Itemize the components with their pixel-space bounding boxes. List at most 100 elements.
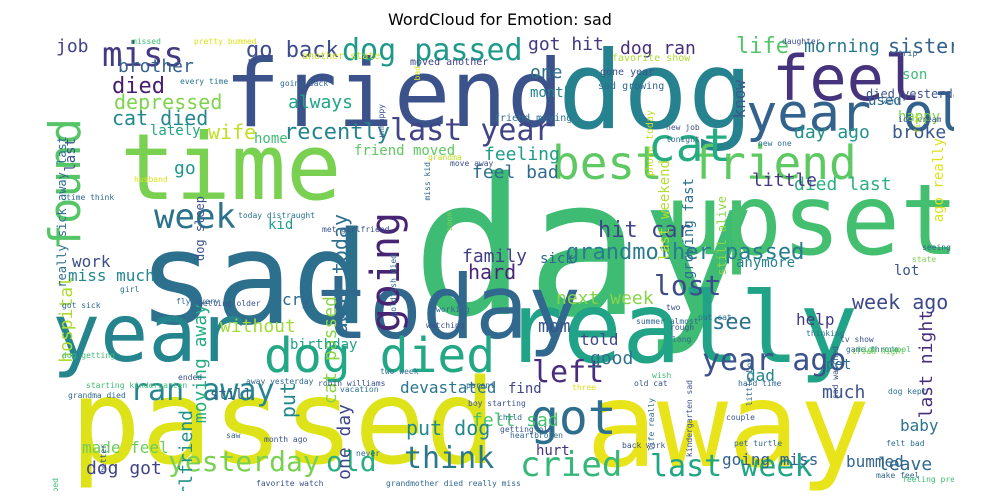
word-cat: cat	[648, 118, 732, 172]
word-feel-bad: feel bad	[472, 162, 559, 183]
word-go: go	[174, 158, 196, 179]
word-job: job	[56, 36, 89, 57]
word-dog-got: dog got	[86, 458, 162, 479]
word-miss: miss	[102, 36, 184, 75]
word-pet: pet	[826, 357, 852, 373]
word-hard-time: hard time	[738, 379, 782, 388]
word-day-ago: day ago	[794, 122, 870, 143]
word-got-sick: got sick	[62, 301, 101, 310]
word-ice-cream: ice cream	[898, 115, 942, 124]
word-feeling: feeling	[484, 144, 560, 165]
word-girl: girl	[120, 285, 140, 294]
word-away: away	[586, 356, 871, 491]
word-home: home	[254, 131, 288, 147]
word-put: put	[276, 382, 300, 419]
word-parent: parent	[466, 381, 495, 390]
word-back-work: back work	[622, 441, 666, 450]
word-grandma: grandma	[428, 153, 462, 162]
word-really-sick-away-last: really sick away last	[55, 136, 69, 288]
word-miss-kid: miss kid	[423, 162, 432, 201]
word-state: state	[912, 255, 937, 264]
word-last-night: last night	[916, 310, 937, 419]
word-new-job: new job	[666, 123, 700, 132]
word-ran-away: ran away	[130, 373, 275, 408]
word-ended: ended	[178, 373, 203, 382]
word-cried: cried	[520, 445, 623, 485]
word-one-day: one day	[334, 404, 355, 480]
word-favorite-show: favorite show	[612, 53, 691, 64]
word-feeling-pretty: feeling pretty	[902, 475, 954, 484]
word-getting-old: getting old	[500, 425, 553, 434]
word-month: month	[530, 85, 573, 101]
word-sad: sad	[138, 205, 370, 354]
word-know: know	[730, 80, 749, 119]
word-little: little	[752, 170, 818, 191]
word-cloud: day passed away sad dog friend time upset really…	[46, 36, 954, 491]
word-make-feel: make feel	[876, 471, 920, 480]
word-dog-died: dog died	[264, 328, 496, 384]
word-hurt: hurt	[536, 443, 570, 459]
word-going-back: going back	[280, 79, 329, 88]
word-last-year: last year	[390, 113, 553, 148]
word-year-ago: year ago	[702, 343, 847, 378]
word-cat-died: cat died	[112, 106, 209, 130]
word-left: left	[532, 355, 605, 390]
word-working: working	[436, 305, 470, 314]
word-watching: watching	[426, 321, 465, 330]
word-game-throne: game throne	[846, 345, 899, 354]
word-died-last: died last	[794, 174, 892, 195]
word-birthday: birthday	[290, 337, 358, 353]
word-wife: wife	[208, 120, 257, 144]
word-thinking: thinking	[806, 329, 845, 338]
word-yesterday: yesterday	[168, 445, 320, 478]
word-girlfriend: girlfriend	[176, 410, 197, 491]
word-year: year	[52, 287, 245, 380]
word-died: died	[112, 74, 165, 99]
word-went: went	[882, 97, 902, 106]
word-cry: cry	[282, 290, 311, 309]
word-soon: soon	[445, 212, 454, 232]
word-week-ago: week ago	[852, 290, 949, 314]
word-life-really: life really	[647, 398, 656, 451]
word-hit-car: hit car	[598, 218, 691, 243]
word-going-miss: going miss	[722, 450, 819, 469]
word-dog-kept: dog kept	[888, 387, 927, 396]
word-really: really	[504, 272, 859, 386]
word-pretty-bummed: pretty bummed	[194, 37, 257, 46]
word-new-one: new one	[758, 139, 792, 148]
word-favorite-watch: favorite watch	[256, 479, 324, 488]
word-boy-starting: boy starting	[468, 399, 526, 408]
word-never: never	[356, 449, 381, 458]
word-cried-night: cried night	[852, 347, 905, 356]
word-missed: missed	[132, 37, 161, 46]
word-moved-another: moved another	[410, 57, 489, 68]
word-work: work	[72, 252, 111, 271]
word-summer-almost: summer almost	[636, 317, 699, 326]
word-unhappy: unhappy	[377, 104, 386, 138]
word-grandmother-died-really-miss: grandmother died really miss	[386, 479, 521, 488]
word-little-boy: little boy	[745, 358, 754, 407]
word-seeing: seeing	[922, 243, 951, 252]
word-died-yesterday: died yesterday	[866, 87, 954, 101]
word-broke: broke	[892, 122, 947, 143]
word-used: used	[868, 93, 902, 109]
word-family: family	[462, 246, 528, 267]
word-mom: mom	[538, 316, 571, 337]
word-best-friend: best friend	[552, 136, 857, 190]
word-pet-turtle: pet turtle	[734, 439, 783, 448]
word-daughter: daughter	[782, 37, 821, 46]
word-getting-older: getting older	[198, 299, 261, 308]
word-away-yesterday: away yesterday	[246, 377, 314, 386]
word-feel: feel	[772, 42, 922, 115]
word-anymore: anymore	[736, 255, 796, 271]
word-today: today	[316, 256, 581, 359]
word-dog-getting: dog getting	[62, 351, 115, 360]
word-find: find	[508, 381, 542, 397]
word-life: life	[736, 36, 789, 59]
word-moving-away: moving away	[190, 304, 211, 424]
word-tv-show: tv show	[840, 335, 874, 344]
word-sad-growing: sad growing	[598, 81, 665, 92]
word-upset: upset	[664, 164, 954, 278]
word-hard: hard	[468, 260, 517, 284]
word-morning: morning	[804, 36, 880, 57]
